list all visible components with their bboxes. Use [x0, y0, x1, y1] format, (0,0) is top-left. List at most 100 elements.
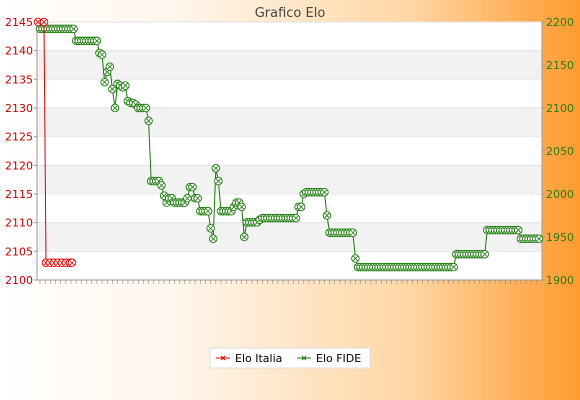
y-left-tick-label: 2120	[5, 159, 33, 172]
y-left-tick-label: 2130	[5, 102, 33, 115]
y-left-tick-label: 2115	[5, 188, 33, 201]
fide-point-cross	[536, 236, 542, 242]
plot-area: 2100 2105 2110 2115 2120 2125 2130 2135 2140 2145…	[5, 16, 574, 287]
fide-point-cross	[298, 204, 304, 210]
y-left-tick-label: 2135	[5, 73, 33, 86]
fide-point-cross	[99, 52, 105, 58]
fide-point-cross	[122, 83, 128, 89]
fide-point-cross	[293, 215, 299, 221]
fide-point	[291, 213, 301, 223]
fide-point-cross	[205, 208, 211, 214]
fide-point-cross	[146, 118, 152, 124]
fide-point	[188, 182, 197, 192]
fide-point-cross	[184, 195, 190, 201]
grid-band	[37, 165, 542, 194]
fide-point	[296, 202, 306, 212]
italia-point-cross	[69, 260, 75, 266]
y-left-tick-label: 2100	[5, 274, 33, 287]
y-right-tick-label: 2200	[546, 16, 574, 29]
fide-point	[100, 77, 109, 87]
italia-point-cross	[35, 19, 41, 25]
fide-point-cross	[241, 234, 247, 240]
fide-point-cross	[482, 251, 488, 257]
fide-point	[97, 50, 107, 59]
y-left-tick-label: 2140	[5, 45, 33, 58]
fide-point	[92, 36, 102, 46]
legend-swatch-cross	[220, 355, 226, 361]
y-left-tick-label: 2145	[5, 16, 33, 29]
fide-point-cross	[215, 178, 221, 184]
fide-point-cross	[350, 230, 356, 236]
fide-point	[240, 232, 249, 242]
fide-point	[480, 249, 489, 259]
fide-point	[348, 228, 358, 237]
italia-point	[33, 17, 43, 27]
y-right-tick-label: 1950	[546, 231, 574, 244]
fide-point	[69, 24, 78, 34]
fide-point	[534, 234, 544, 243]
italia-point-cross	[41, 19, 47, 25]
fide-point	[208, 234, 218, 243]
fide-point-cross	[352, 255, 359, 262]
grid-band	[37, 108, 542, 137]
fide-point	[110, 103, 120, 113]
italia-point	[67, 258, 77, 268]
fide-point-cross	[94, 38, 100, 44]
fide-point	[105, 62, 115, 71]
fide-point-cross	[112, 105, 118, 111]
legend-swatch-cross	[301, 355, 307, 361]
legend-item: Elo FIDE	[297, 352, 361, 365]
y-right-tick-label: 2150	[546, 59, 574, 72]
grid-band	[37, 50, 542, 80]
fide-point	[351, 254, 360, 263]
grid-band	[37, 222, 542, 252]
fide-point	[214, 176, 223, 186]
fide-point-cross	[324, 212, 330, 219]
fide-point	[320, 188, 329, 197]
fide-point	[193, 194, 202, 203]
fide-point-cross	[109, 86, 115, 92]
fide-point	[144, 116, 153, 126]
legend-label: Elo FIDE	[316, 352, 361, 365]
y-left-tick-label: 2105	[5, 245, 33, 258]
fide-point	[449, 262, 458, 272]
y-right-tick-label: 1900	[546, 274, 574, 287]
y-left-tick-label: 2125	[5, 131, 33, 144]
fide-point	[211, 163, 221, 173]
y-right-tick-label: 2100	[546, 102, 574, 115]
fide-point	[206, 224, 215, 233]
fide-point	[514, 225, 523, 235]
fide-point-cross	[71, 26, 77, 32]
fide-point-cross	[321, 189, 327, 195]
legend: Elo Italia Elo FIDE	[209, 347, 371, 369]
italia-point	[39, 17, 49, 27]
fide-point	[322, 211, 332, 220]
fide-point-cross	[189, 184, 196, 190]
fide-point-cross	[239, 204, 245, 210]
fide-point-cross	[107, 64, 113, 70]
chart-title: Grafico Elo	[255, 6, 326, 21]
fide-point	[203, 206, 213, 216]
fide-point	[237, 202, 246, 212]
fide-point	[183, 194, 192, 203]
fide-point-cross	[208, 225, 214, 231]
y-right-tick-label: 2000	[546, 188, 574, 201]
y-right-tick-label: 2050	[546, 145, 574, 158]
fide-point	[157, 181, 166, 190]
legend-label: Elo Italia	[235, 352, 282, 365]
fide-point-cross	[213, 165, 219, 171]
fide-point-cross	[158, 182, 165, 188]
legend-box	[209, 347, 371, 369]
fide-point-cross	[143, 105, 149, 111]
fide-point-cross	[451, 264, 457, 270]
fide-point-cross	[210, 236, 216, 242]
fide-point	[141, 103, 151, 113]
fide-point	[121, 81, 130, 90]
legend-item: Elo Italia	[216, 352, 282, 365]
y-left-tick-label: 2110	[5, 217, 33, 230]
fide-point-cross	[515, 227, 521, 233]
fide-point	[108, 84, 117, 94]
fide-point-cross	[102, 79, 108, 85]
